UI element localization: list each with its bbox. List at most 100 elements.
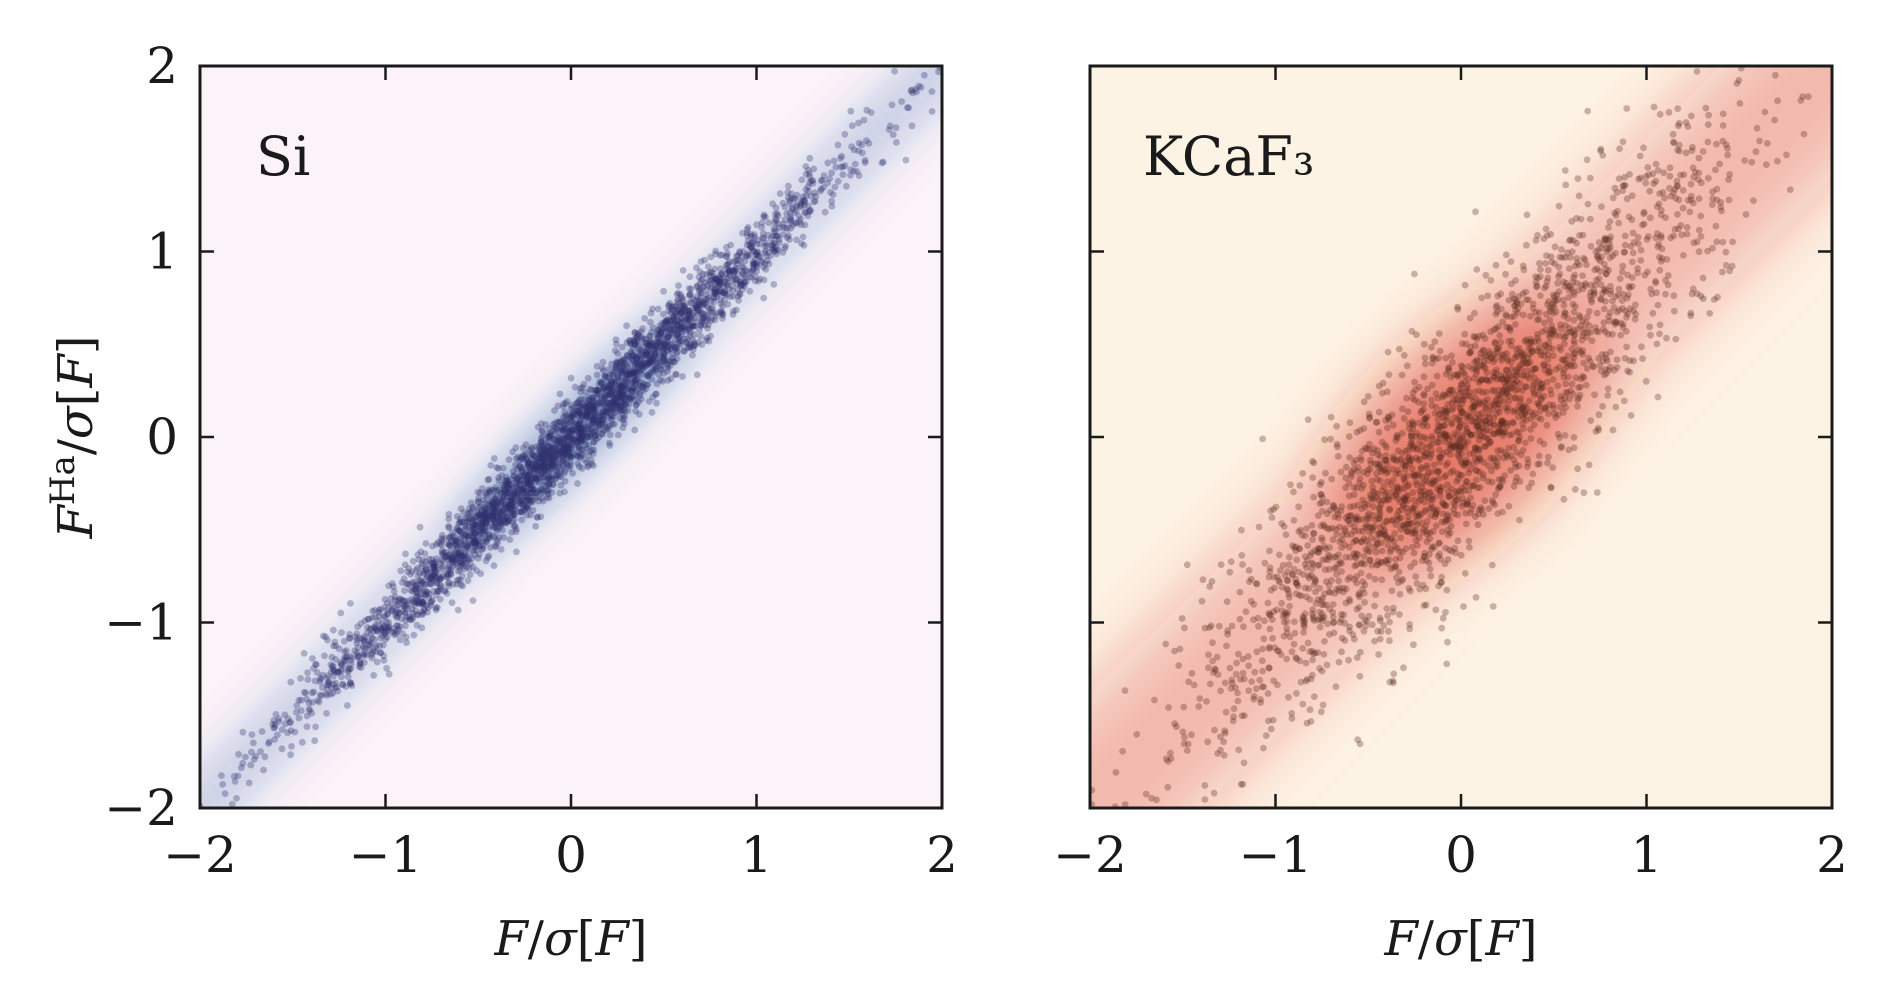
scatter-point [445,510,453,518]
scatter-point [368,654,376,662]
scatter-point [532,522,540,530]
scatter-point [461,556,468,564]
scatter-point [661,326,669,333]
scatter-point [601,402,608,410]
scatter-point [360,652,367,660]
scatter-point [635,347,643,355]
scatter-point [411,578,418,586]
scatter-point [608,405,616,413]
scatter-point [466,515,474,523]
scatter-point [1462,509,1470,517]
scatter-point [534,456,541,464]
scatter-point [589,394,597,401]
scatter-point [377,624,385,632]
scatter-point [284,729,291,737]
scatter-point [575,433,582,441]
scatter-point [928,88,936,95]
scatter-point [588,386,595,394]
scatter-point [471,537,479,544]
scatter-point [398,615,405,623]
scatter-point [1284,586,1292,594]
scatter-point [718,251,726,259]
scatter-point [546,473,554,481]
scatter-point [530,486,538,493]
scatter-point [703,302,711,310]
scatter-point [548,458,555,466]
scatter-point [420,590,428,598]
scatter-point [532,460,540,468]
scatter-point [475,550,483,558]
scatter-point [329,662,337,670]
scatter-point [458,553,466,560]
scatter-point [1090,918,1097,925]
scatter-point [431,564,438,572]
scatter-point [409,615,416,623]
scatter-point [551,466,559,474]
scatter-point [456,528,464,535]
scatter-point [1315,512,1322,519]
scatter-point [1656,266,1664,274]
scatter-point [770,239,777,247]
scatter-point [740,272,748,279]
scatter-point [471,539,479,547]
scatter-point [466,541,474,549]
scatter-point [633,334,640,342]
scatter-point [568,413,575,421]
scatter-point [458,572,466,580]
scatter-point [865,139,873,147]
scatter-point [470,529,478,536]
scatter-point [580,380,588,388]
scatter-point [573,407,581,415]
scatter-point [539,433,547,440]
scatter-point [1605,267,1612,274]
scatter-point [621,399,628,407]
scatter-point [1411,270,1418,278]
scatter-point [341,661,349,669]
scatter-point [618,390,625,397]
scatter-point [393,602,401,609]
scatter-point [656,360,664,367]
scatter-point [1492,491,1500,498]
scatter-point [502,509,510,517]
scatter-point [445,541,453,549]
scatter-point [576,428,583,436]
scatter-point [482,518,490,525]
scatter-point [1393,544,1401,552]
scatter-point [459,582,466,590]
scatter-point [554,440,561,448]
scatter-point [598,379,606,387]
scatter-point [550,436,557,443]
scatter-point [1569,300,1577,308]
scatter-point [663,320,670,327]
scatter-point [1140,826,1147,833]
scatter-point [1257,699,1264,706]
scatter-point [311,677,319,685]
scatter-point [607,399,615,407]
scatter-point [538,434,545,442]
scatter-point [797,215,804,223]
scatter-point [1653,340,1661,348]
scatter-point [1327,435,1334,443]
scatter-point [1481,443,1489,451]
scatter-point [680,304,688,312]
scatter-point [464,514,471,522]
scatter-point [248,731,256,738]
scatter-point [428,575,436,582]
scatter-point [579,424,587,432]
scatter-point [510,490,518,497]
scatter-point [518,508,526,516]
scatter-point [497,518,505,526]
scatter-point [493,539,501,547]
scatter-point [500,487,508,494]
scatter-point [855,172,863,180]
scatter-point [637,353,644,361]
scatter-point [657,365,665,373]
scatter-point [374,617,382,625]
scatter-point [663,360,671,368]
scatter-point [311,737,319,745]
scatter-point [1568,217,1576,225]
scatter-point [1706,310,1714,317]
scatter-point [1655,200,1663,208]
scatter-point [668,306,675,313]
scatter-point [747,244,755,252]
